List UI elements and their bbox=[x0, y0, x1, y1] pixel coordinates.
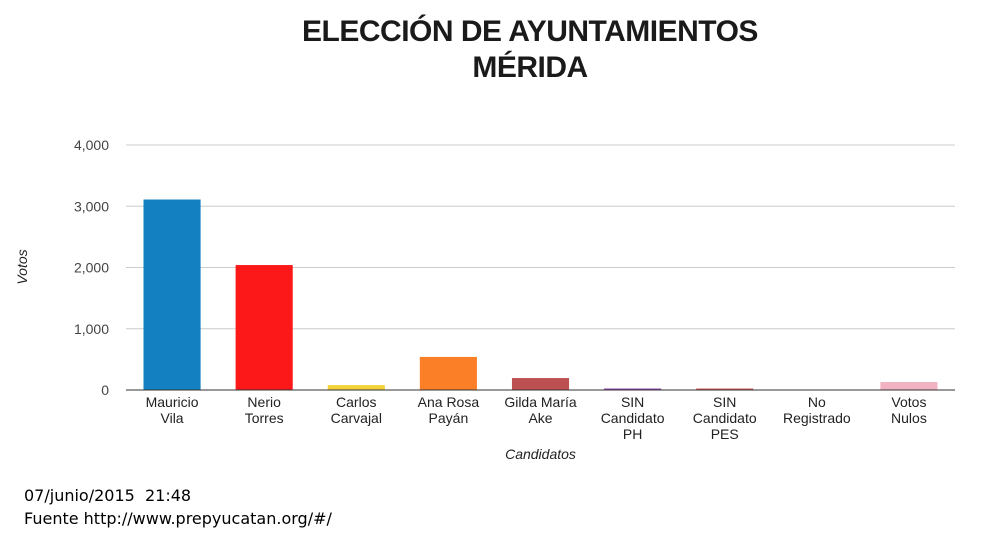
x-tick-label: Votos Nulos bbox=[891, 394, 927, 426]
x-tick-labels: Mauricio Vila Nerio Torres Carlos Carvajal Ana… bbox=[146, 394, 927, 442]
chart-title-line2: MÉRIDA bbox=[472, 51, 588, 84]
x-tick-label: Mauricio Vila bbox=[146, 394, 199, 426]
x-tick-label: Carlos Carvajal bbox=[331, 394, 382, 426]
y-tick-label: 4,000 bbox=[74, 137, 109, 153]
y-tick-label: 2,000 bbox=[74, 260, 109, 276]
bar bbox=[511, 378, 570, 390]
x-tick-label: Nerio Torres bbox=[245, 394, 284, 426]
y-tick-label: 1,000 bbox=[74, 321, 109, 337]
bar bbox=[327, 385, 385, 390]
x-tick-label: Gilda María Ake bbox=[504, 394, 577, 426]
y-axis-label: Votos bbox=[14, 249, 30, 284]
footer: 07/junio/2015 21:48 Fuente http://www.pr… bbox=[24, 484, 332, 530]
y-tick-label: 3,000 bbox=[74, 198, 109, 214]
x-tick-label: SIN Candidato PES bbox=[693, 394, 757, 442]
bar bbox=[419, 356, 477, 390]
chart-title-line1: ELECCIÓN DE AYUNTAMIENTOS bbox=[302, 15, 758, 48]
bars bbox=[143, 199, 938, 390]
x-tick-label: SIN Candidato PH bbox=[601, 394, 665, 442]
footer-datetime: 07/junio/2015 21:48 bbox=[24, 486, 192, 505]
chart-title: ELECCIÓN DE AYUNTAMIENTOS MÉRIDA bbox=[0, 14, 1006, 86]
footer-source: Fuente http://www.prepyucatan.org/#/ bbox=[24, 509, 332, 528]
bar bbox=[143, 199, 201, 390]
x-axis-label: Candidatos bbox=[505, 446, 576, 462]
bar bbox=[880, 382, 938, 390]
bar bbox=[235, 265, 293, 390]
x-tick-label: No Registrado bbox=[783, 394, 851, 426]
bar-chart: 0 1,000 2,000 3,000 4,000 Mauricio Vila Nerio T… bbox=[14, 137, 955, 462]
y-tick-labels: 0 1,000 2,000 3,000 4,000 bbox=[74, 137, 109, 398]
x-tick-label: Ana Rosa Payán bbox=[418, 394, 480, 426]
bar bbox=[604, 388, 662, 390]
bar bbox=[696, 388, 754, 390]
y-tick-label: 0 bbox=[101, 382, 109, 398]
